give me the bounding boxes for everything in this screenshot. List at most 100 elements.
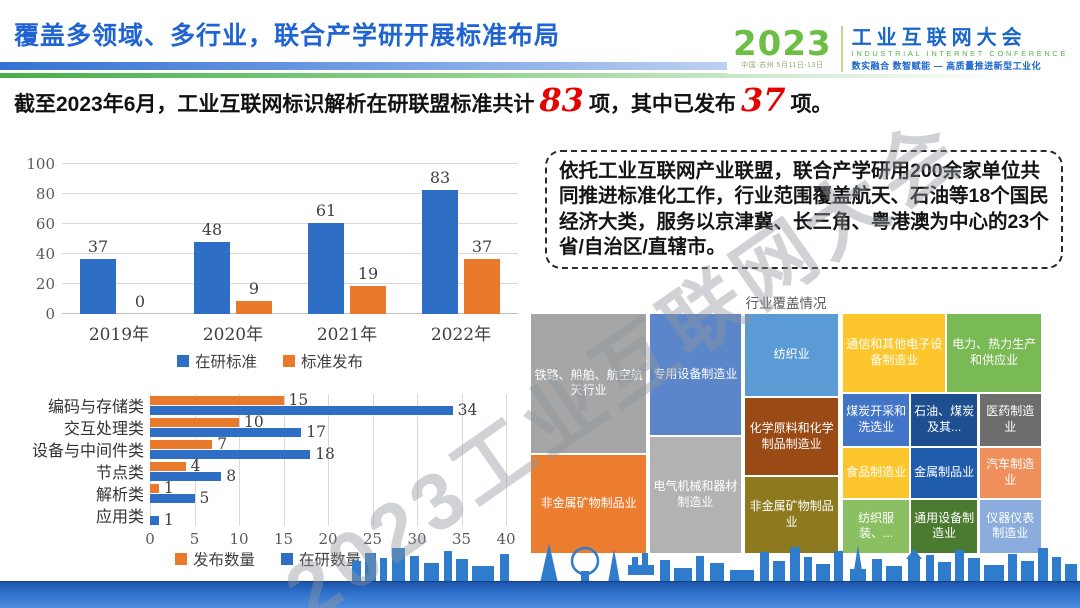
- bar: 34: [150, 401, 477, 419]
- y-tick-label: 80: [35, 185, 55, 203]
- category-label: 2019年: [88, 325, 150, 345]
- legend-label: 在研数量: [299, 551, 362, 569]
- plot-area: [150, 394, 507, 526]
- plot-area: 0 20 40 60 80 100 37 0 48 9 61 19 83 37: [26, 155, 518, 323]
- bar-rows: 编码与存储类 15 34 交互处理类 10 17 设备与中间件类 7 18 节点类 4 8 解析类 1 5 应…: [16, 391, 506, 529]
- subtitle-suffix: 项。: [790, 93, 833, 116]
- treemap-cell-label: 化学原料和化学制品制造业: [749, 420, 834, 451]
- bar: 37: [80, 237, 116, 314]
- x-tick-label: 10: [229, 530, 249, 548]
- subtitle-prefix: 截至2023年6月，工业互联网标识解析在研联盟标准共计: [14, 93, 535, 116]
- treemap-cell: 医药制造业: [978, 392, 1042, 448]
- bar-row: 解析类 1 5: [16, 479, 506, 507]
- bar-row: 节点类 4 8: [16, 457, 506, 485]
- legend-item: 发布数量: [174, 548, 255, 570]
- bar-row: 编码与存储类 15 34: [16, 391, 506, 419]
- gridline: [372, 394, 374, 526]
- bar-row: 设备与中间件类 7 18: [16, 435, 506, 463]
- treemap-cell: 金属制品业: [909, 447, 979, 499]
- value-label: 18: [315, 445, 335, 463]
- value-label: 48: [201, 220, 223, 239]
- legend-label: 在研标准: [194, 353, 257, 371]
- treemap-cell: 通用设备制造业: [909, 498, 979, 554]
- logo-tagline: 数实融合 数智赋能 — 高质量推进新型工业化: [851, 60, 1042, 71]
- bar: 8: [150, 467, 236, 485]
- treemap-cell: 电气机械和器材制造业: [648, 435, 742, 554]
- y-tick-label: 60: [35, 215, 55, 233]
- gridline: [62, 253, 518, 254]
- treemap-cell-label: 汽车制造业: [986, 457, 1035, 487]
- gridline: [62, 283, 518, 284]
- legend-label: 标准发布: [301, 353, 364, 371]
- treemap-cell: 纺织业: [744, 313, 840, 398]
- treemap-cell-label: 专用设备制造业: [653, 366, 738, 381]
- bar: 9: [236, 279, 272, 314]
- bar-group: 83 37: [404, 164, 518, 314]
- alliance-info-box: 依托工业互联网产业联盟，联合产学研用200余家单位共同推进标准化工作，行业范围覆…: [545, 150, 1063, 270]
- gridline: [62, 313, 518, 314]
- legend-swatch-icon: [283, 355, 295, 367]
- bottom-decorative-band: [0, 581, 1080, 608]
- logo-name-cn: 工业互联网大会: [851, 27, 1027, 50]
- value-label: 1: [163, 479, 174, 497]
- x-tick-label: 40: [496, 530, 516, 548]
- bar: 4: [150, 457, 200, 475]
- y-tick-label: 0: [45, 305, 55, 323]
- treemap-cell: 电力、热力生产和供应业: [946, 313, 1042, 393]
- treemap-cell-label: 纺织业: [773, 347, 810, 362]
- bar: 37: [464, 237, 500, 314]
- bar-group: 48 9: [176, 164, 290, 314]
- category-label: 应用类: [95, 507, 144, 526]
- bar: 15: [150, 391, 308, 409]
- bar: 7: [150, 435, 227, 453]
- bar-row: 交互处理类 10 17: [16, 413, 506, 441]
- x-tick-label: 5: [189, 530, 200, 548]
- treemap-area: 铁路、船舶、航空航天行业非金属矿物制品业 专用设备制造业电气机械和器材制造业 纺织业…: [530, 313, 1042, 554]
- treemap-cell-label: 煤炭开采和洗选业: [846, 404, 907, 434]
- legend-swatch-icon: [174, 553, 187, 565]
- subtitle-middle: 项，其中已发布: [588, 93, 736, 116]
- bar: 48: [194, 220, 230, 314]
- treemap-cell: 通信和其他电子设备制造业: [842, 313, 947, 393]
- treemap-cell-label: 铁路、船舶、航空航天行业: [534, 367, 643, 398]
- category-label: 编码与存储类: [47, 397, 144, 416]
- category-label: 设备与中间件类: [31, 441, 144, 460]
- x-axis-ticks: 0 5 10 15 20 25 30 35 40: [145, 530, 515, 548]
- value-label: 17: [306, 423, 327, 441]
- legend-item: 在研数量: [281, 548, 361, 570]
- bar-row: 应用类 1: [16, 505, 506, 529]
- treemap-cell-label: 石油、煤炭及其...: [914, 404, 975, 434]
- bar-pair: 15 34: [150, 391, 506, 419]
- category-label: 解析类: [95, 485, 144, 504]
- category-label: 节点类: [95, 463, 144, 482]
- gridline: [283, 394, 285, 526]
- chart-legend: 在研标准 标准发布: [16, 350, 524, 372]
- alliance-info-text: 依托工业互联网产业联盟，联合产学研用200余家单位共同推进标准化工作，行业范围覆…: [559, 160, 1049, 259]
- value-label: 0: [134, 292, 146, 311]
- value-label: 83: [429, 167, 451, 187]
- value-label: 19: [357, 263, 379, 283]
- bar: 5: [150, 489, 209, 507]
- bar: 17: [150, 423, 326, 441]
- bar: 83: [422, 168, 458, 314]
- page-title: 覆盖多领域、多行业，联合产学研开展标准布局: [14, 22, 561, 50]
- logo-year: 2023: [733, 24, 832, 64]
- logo-venue: 中国·苏州 5月11日-13日: [741, 62, 824, 69]
- gridline: [239, 394, 240, 526]
- title-underline-green: [0, 73, 1010, 78]
- industry-coverage-treemap: 行业覆盖情况 铁路、船舶、航空航天行业 非金属矿物制品业 专用设备制造业 电气机械和器…: [530, 292, 1042, 554]
- treemap-cell: 非金属矿物制品业: [744, 475, 840, 554]
- y-tick-label: 100: [26, 155, 55, 173]
- treemap-cell-label: 纺织服装、...: [858, 510, 895, 541]
- x-tick-label: 30: [407, 530, 427, 548]
- logo-name-en: INDUSTRIAL INTERNET CONFERENCE: [851, 49, 1068, 59]
- value-label: 5: [199, 489, 210, 507]
- treemap-cell: 仪器仪表制造业: [978, 498, 1042, 554]
- chart-legend: 发布数量 在研数量: [16, 548, 520, 570]
- gridline: [150, 394, 151, 526]
- value-label: 1: [163, 511, 174, 529]
- logo-year-block: 2023 中国·苏州 5月11日-13日: [733, 24, 832, 70]
- bar: 1: [150, 511, 174, 529]
- x-tick-label: 15: [273, 530, 294, 548]
